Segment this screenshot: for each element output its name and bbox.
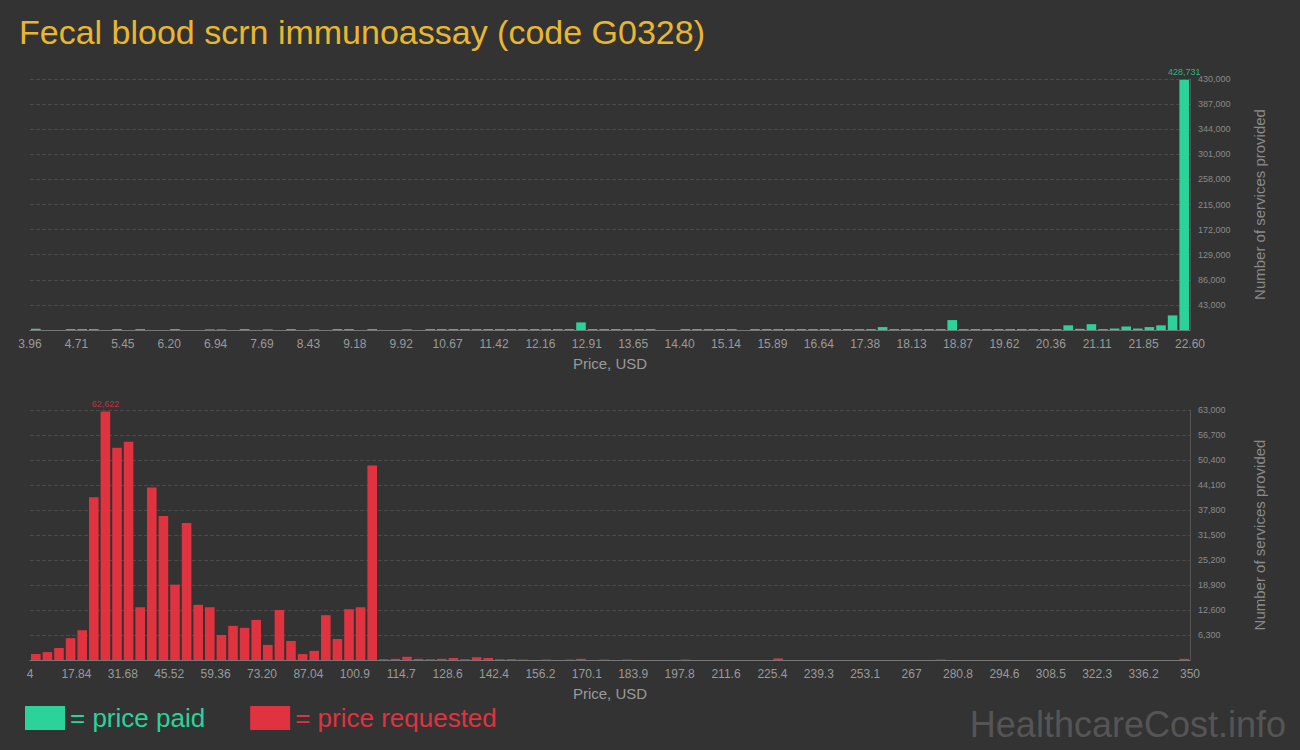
svg-text:156.2: 156.2 — [525, 667, 555, 681]
svg-text:73.20: 73.20 — [247, 667, 277, 681]
svg-text:280.8: 280.8 — [943, 667, 973, 681]
svg-text:Price, USD: Price, USD — [573, 355, 647, 372]
svg-text:7.69: 7.69 — [250, 337, 274, 351]
svg-text:31.68: 31.68 — [108, 667, 138, 681]
svg-text:114.7: 114.7 — [387, 667, 416, 681]
svg-text:17.84: 17.84 — [61, 667, 91, 681]
svg-text:19.62: 19.62 — [989, 337, 1019, 351]
svg-text:86,000: 86,000 — [1198, 275, 1226, 285]
svg-text:25,200: 25,200 — [1198, 555, 1226, 565]
svg-text:Number of services provided: Number of services provided — [1251, 440, 1268, 631]
svg-text:18.13: 18.13 — [897, 337, 927, 351]
svg-text:253.1: 253.1 — [850, 667, 880, 681]
svg-text:Price, USD: Price, USD — [573, 685, 647, 702]
svg-text:350: 350 — [1180, 667, 1200, 681]
svg-text:15.14: 15.14 — [711, 337, 741, 351]
svg-text:100.9: 100.9 — [340, 667, 370, 681]
svg-text:16.64: 16.64 — [804, 337, 834, 351]
svg-text:129,000: 129,000 — [1198, 250, 1231, 260]
svg-text:344,000: 344,000 — [1198, 124, 1231, 134]
svg-text:37,800: 37,800 — [1198, 505, 1226, 515]
svg-text:428,731: 428,731 — [1168, 67, 1201, 77]
svg-text:44,100: 44,100 — [1198, 480, 1226, 490]
svg-text:31,500: 31,500 — [1198, 530, 1226, 540]
svg-text:22.60: 22.60 — [1175, 337, 1205, 351]
svg-text:197.8: 197.8 — [665, 667, 695, 681]
svg-text:12,600: 12,600 — [1198, 605, 1226, 615]
svg-text:9.18: 9.18 — [343, 337, 367, 351]
svg-text:21.85: 21.85 — [1129, 337, 1159, 351]
svg-text:21.11: 21.11 — [1083, 337, 1112, 351]
svg-text:HealthcareCost.info: HealthcareCost.info — [970, 704, 1286, 745]
svg-text:45.52: 45.52 — [154, 667, 184, 681]
svg-text:183.9: 183.9 — [618, 667, 648, 681]
svg-text:= price requested: = price requested — [295, 703, 497, 733]
svg-text:267: 267 — [902, 667, 922, 681]
svg-text:239.3: 239.3 — [804, 667, 834, 681]
svg-text:4.71: 4.71 — [65, 337, 89, 351]
svg-text:172,000: 172,000 — [1198, 225, 1231, 235]
svg-text:12.16: 12.16 — [525, 337, 555, 351]
svg-text:430,000: 430,000 — [1198, 74, 1231, 84]
svg-text:3.96: 3.96 — [18, 337, 42, 351]
svg-text:11.42: 11.42 — [479, 337, 508, 351]
svg-text:43,000: 43,000 — [1198, 300, 1226, 310]
svg-text:5.45: 5.45 — [111, 337, 135, 351]
svg-text:10.67: 10.67 — [433, 337, 463, 351]
svg-text:62,622: 62,622 — [92, 399, 120, 409]
svg-text:308.5: 308.5 — [1036, 667, 1066, 681]
svg-text:87.04: 87.04 — [293, 667, 323, 681]
svg-text:4: 4 — [27, 667, 34, 681]
svg-text:294.6: 294.6 — [989, 667, 1019, 681]
svg-text:301,000: 301,000 — [1198, 149, 1231, 159]
svg-text:20.36: 20.36 — [1036, 337, 1066, 351]
svg-text:59.36: 59.36 — [201, 667, 231, 681]
svg-text:Number of services provided: Number of services provided — [1251, 109, 1268, 300]
svg-text:6,300: 6,300 — [1198, 630, 1221, 640]
svg-text:63,000: 63,000 — [1198, 405, 1226, 415]
svg-text:12.91: 12.91 — [572, 337, 602, 351]
svg-text:50,400: 50,400 — [1198, 455, 1226, 465]
svg-text:142.4: 142.4 — [479, 667, 509, 681]
svg-text:215,000: 215,000 — [1198, 200, 1231, 210]
svg-text:6.94: 6.94 — [204, 337, 228, 351]
svg-text:225.4: 225.4 — [757, 667, 787, 681]
svg-text:6.20: 6.20 — [158, 337, 182, 351]
svg-text:322.3: 322.3 — [1082, 667, 1112, 681]
svg-text:17.38: 17.38 — [850, 337, 880, 351]
svg-text:211.6: 211.6 — [711, 667, 740, 681]
svg-text:15.89: 15.89 — [757, 337, 787, 351]
svg-text:387,000: 387,000 — [1198, 99, 1231, 109]
svg-text:= price paid: = price paid — [70, 703, 205, 733]
svg-text:336.2: 336.2 — [1129, 667, 1159, 681]
svg-text:258,000: 258,000 — [1198, 174, 1231, 184]
svg-text:18.87: 18.87 — [943, 337, 973, 351]
svg-text:18,900: 18,900 — [1198, 580, 1226, 590]
svg-text:8.43: 8.43 — [297, 337, 321, 351]
svg-text:9.92: 9.92 — [390, 337, 414, 351]
svg-text:170.1: 170.1 — [572, 667, 602, 681]
svg-text:56,700: 56,700 — [1198, 430, 1226, 440]
svg-text:13.65: 13.65 — [618, 337, 648, 351]
svg-text:Fecal blood scrn immunoassay (: Fecal blood scrn immunoassay (code G0328… — [19, 13, 705, 51]
svg-text:14.40: 14.40 — [665, 337, 695, 351]
svg-text:128.6: 128.6 — [433, 667, 463, 681]
